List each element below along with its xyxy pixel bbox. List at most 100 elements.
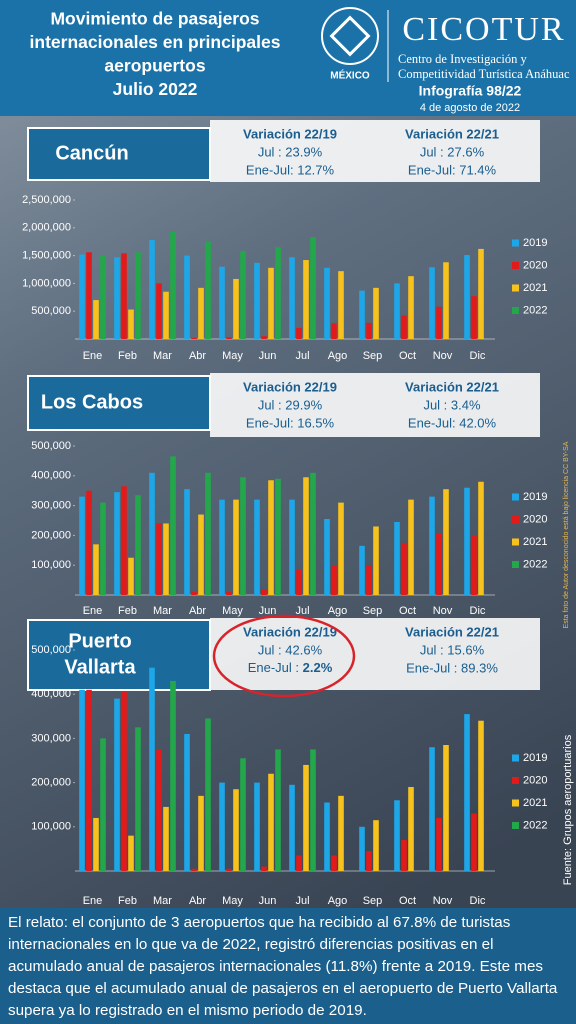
bar — [79, 254, 85, 339]
bar — [219, 266, 225, 339]
bar — [254, 262, 260, 339]
x-tick-label: Abr — [189, 350, 206, 362]
legend-swatch — [512, 754, 519, 762]
x-tick-label: Ago — [328, 605, 348, 617]
bar — [219, 499, 225, 595]
y-tick-label: 500,000 — [31, 440, 71, 452]
bar — [198, 795, 204, 871]
x-tick-label: May — [222, 895, 243, 907]
x-tick-label: Mar — [153, 605, 172, 617]
x-tick-label: Jun — [259, 350, 277, 362]
bar — [128, 835, 134, 871]
bar — [100, 255, 106, 339]
x-tick-label: Sep — [363, 350, 383, 362]
bar — [408, 787, 414, 871]
legend-label: 2020 — [523, 259, 547, 271]
x-tick-label: Ene — [83, 605, 103, 617]
bar — [240, 477, 246, 595]
university-logo — [321, 7, 379, 65]
bar — [408, 499, 414, 595]
bar — [464, 255, 470, 339]
bar — [338, 502, 344, 595]
date: 4 de agosto de 2022 — [420, 102, 520, 114]
bar — [310, 472, 316, 595]
bar — [373, 526, 379, 595]
bar — [296, 569, 302, 595]
bar — [401, 542, 407, 595]
bar — [443, 262, 449, 339]
legend-label: 2020 — [523, 513, 547, 525]
x-tick-label: Oct — [399, 350, 416, 362]
bar — [170, 680, 176, 871]
variation-ene-jul: Ene-Jul : 89.3% — [406, 660, 498, 675]
issue: Infografía 98/22 — [419, 83, 522, 99]
x-tick-label: Feb — [118, 350, 137, 362]
bar — [170, 231, 176, 339]
legend-swatch — [512, 516, 519, 523]
bar — [121, 691, 127, 871]
bar — [296, 855, 302, 871]
bar — [191, 337, 197, 339]
bar — [240, 758, 246, 871]
bar — [240, 251, 246, 339]
legend-swatch — [512, 538, 519, 546]
bar — [79, 496, 85, 595]
variation-jul: Jul : 3.4% — [423, 397, 481, 412]
bar — [128, 309, 134, 339]
bar — [163, 806, 169, 871]
bar — [394, 800, 400, 871]
header-band — [0, 0, 576, 116]
bar — [394, 283, 400, 339]
bar — [233, 499, 239, 595]
y-tick-label: 2,000,000 — [22, 222, 71, 234]
panel-title: Puerto — [68, 630, 131, 652]
panel-title: Los Cabos — [41, 391, 143, 413]
x-tick-label: Mar — [153, 350, 172, 362]
legend-swatch — [512, 799, 519, 807]
panel-title-box — [27, 619, 211, 691]
bar — [261, 589, 267, 595]
x-tick-label: Jul — [295, 605, 309, 617]
bar — [324, 802, 330, 871]
legend-label: 2022 — [523, 558, 547, 570]
bar — [471, 296, 477, 339]
bar — [310, 237, 316, 339]
y-tick-label: 300,000 — [31, 500, 71, 512]
legend-swatch — [512, 822, 519, 829]
bar — [464, 714, 470, 871]
bar — [226, 868, 232, 871]
title-line: Julio 2022 — [113, 79, 198, 99]
bar — [100, 738, 106, 871]
bar — [443, 489, 449, 595]
org-line: Competitividad Turística Anáhuac — [398, 67, 570, 81]
bar — [373, 820, 379, 871]
y-tick-label: 500,000 — [31, 305, 71, 317]
x-tick-label: Ene — [83, 895, 103, 907]
x-tick-label: Sep — [363, 605, 383, 617]
bar — [289, 784, 295, 871]
bar — [303, 260, 309, 339]
bar — [275, 478, 281, 595]
bar — [149, 472, 155, 595]
bar — [268, 773, 274, 871]
bar — [324, 267, 330, 339]
variation-box — [210, 120, 540, 182]
legend-label: 2019 — [523, 237, 547, 249]
bar — [184, 489, 190, 595]
x-tick-label: May — [222, 350, 243, 362]
bar — [184, 255, 190, 339]
bar — [366, 851, 372, 871]
bar — [338, 271, 344, 339]
panel-title: Cancún — [55, 142, 128, 164]
x-tick-label: Nov — [433, 895, 453, 907]
y-tick-label: 1,500,000 — [22, 250, 71, 262]
bar — [275, 749, 281, 871]
bar — [331, 323, 337, 339]
variation-ene-jul-label: Ene-Jul : — [248, 660, 303, 675]
title-line: aeropuertos — [104, 56, 205, 76]
x-tick-label: Dic — [470, 605, 486, 617]
variation-ene-jul: Ene-Jul: 12.7% — [246, 162, 335, 177]
legend-label: 2022 — [523, 819, 547, 831]
variation-title: Variación 22/19 — [243, 624, 337, 639]
variation-box — [210, 618, 540, 690]
